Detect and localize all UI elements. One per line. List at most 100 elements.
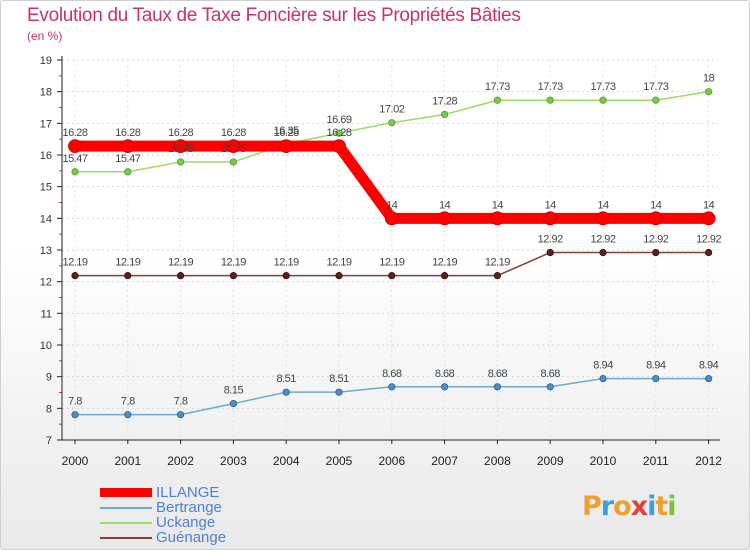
data-point-guénange-2009 (546, 248, 554, 257)
data-label-uckange-2004: 16.35 (274, 125, 299, 137)
data-point-guénange-2011 (652, 248, 660, 257)
data-point-uckange-2006 (388, 119, 396, 127)
data-point-uckange-2012 (704, 88, 713, 96)
y-tick-label-15: 15 (40, 182, 52, 194)
data-label-uckange-2008: 17.73 (485, 81, 510, 93)
data-point-guénange-2003 (229, 272, 237, 280)
data-label-illange-2005: 16.28 (326, 127, 351, 139)
data-label-bertrange-2002: 7.8 (174, 396, 188, 408)
y-tick-label-13: 13 (40, 245, 52, 257)
data-point-illange-2009 (543, 211, 558, 226)
x-tick-label-2001: 2001 (114, 454, 141, 468)
data-point-illange-2003 (226, 139, 241, 154)
data-label-illange-2002: 16.28 (168, 127, 193, 139)
data-point-guénange-2005 (335, 272, 343, 280)
x-tick-label-2009: 2009 (537, 454, 564, 468)
data-label-bertrange-2001: 7.8 (121, 396, 135, 408)
data-label-bertrange-2005: 8.51 (329, 373, 349, 385)
data-point-bertrange-2006 (388, 383, 396, 391)
legend-item-illange: ILLANGE (100, 484, 300, 501)
data-label-bertrange-2000: 7.8 (68, 396, 82, 408)
data-point-guénange-2007 (440, 272, 449, 280)
data-point-bertrange-2001 (124, 411, 132, 419)
data-point-bertrange-2009 (546, 383, 554, 391)
data-label-bertrange-2003: 8.15 (224, 385, 244, 397)
legend-item-bertrange: Bertrange (100, 499, 300, 516)
data-label-illange-2001: 16.28 (115, 127, 140, 139)
data-label-uckange-2000: 15.47 (62, 153, 87, 165)
data-point-illange-2007 (437, 211, 452, 226)
y-tick-label-14: 14 (40, 213, 52, 225)
data-point-bertrange-2012 (704, 374, 713, 383)
data-point-uckange-2009 (546, 96, 554, 104)
legend: ILLANGE Bertrange Uckange Guénange (100, 484, 300, 546)
data-point-bertrange-2007 (440, 383, 449, 391)
data-point-bertrange-2003 (229, 399, 237, 408)
data-point-uckange-2002 (177, 158, 185, 166)
data-label-uckange-2010: 17.73 (590, 81, 615, 93)
legend-item-guenange: Guénange (100, 529, 300, 546)
data-label-guénange-2009: 12.92 (538, 234, 563, 246)
data-point-uckange-2005 (335, 129, 343, 137)
y-tick-label-9: 9 (46, 372, 52, 384)
logo-letter: t (655, 491, 668, 522)
data-label-bertrange-2007: 8.68 (435, 368, 455, 380)
data-label-guénange-2012: 12.92 (696, 234, 721, 246)
data-point-illange-2011 (648, 211, 663, 226)
data-label-illange-2006: 14 (386, 199, 398, 211)
data-label-guénange-2008: 12.19 (485, 257, 510, 269)
logo-letter: i (667, 491, 676, 522)
data-label-uckange-2007: 17.28 (432, 95, 457, 107)
data-label-bertrange-2009: 8.68 (540, 368, 560, 380)
data-point-illange-2001 (120, 139, 135, 154)
data-label-guénange-2003: 12.19 (221, 257, 246, 269)
data-label-guénange-2010: 12.92 (590, 234, 615, 246)
data-label-uckange-2011: 17.73 (643, 81, 668, 93)
y-tick-label-8: 8 (46, 403, 52, 415)
data-point-guénange-2012 (704, 248, 713, 257)
legend-label-uckange: Uckange (156, 514, 216, 531)
x-tick-label-2007: 2007 (431, 454, 458, 468)
data-label-bertrange-2010: 8.94 (593, 360, 613, 372)
data-label-uckange-2001: 15.47 (115, 153, 140, 165)
x-tick-label-2002: 2002 (167, 454, 194, 468)
data-point-guénange-2004 (282, 272, 290, 280)
data-label-bertrange-2006: 8.68 (382, 368, 402, 380)
y-unit-label: (en %) (27, 29, 63, 43)
data-point-illange-2012 (701, 211, 716, 226)
y-tick-label-10: 10 (40, 340, 52, 352)
proxiti-logo: Proxiti (582, 491, 677, 522)
x-tick-label-2006: 2006 (378, 454, 405, 468)
data-point-guénange-2010 (599, 248, 607, 257)
data-label-guénange-2004: 12.19 (274, 257, 299, 269)
data-point-bertrange-2011 (652, 374, 660, 383)
legend-item-uckange: Uckange (100, 514, 300, 531)
data-point-illange-2010 (596, 211, 610, 226)
y-tick-label-16: 16 (40, 150, 52, 162)
data-point-guénange-2000 (71, 272, 79, 280)
data-label-illange-2008: 14 (492, 199, 504, 211)
data-label-illange-2000: 16.28 (62, 127, 87, 139)
data-label-illange-2007: 14 (439, 199, 451, 211)
data-point-bertrange-2002 (177, 411, 185, 419)
data-label-bertrange-2004: 8.51 (276, 373, 296, 385)
logo-letter: i (647, 491, 656, 522)
data-point-bertrange-2000 (71, 411, 79, 419)
x-tick-label-2003: 2003 (220, 454, 247, 468)
data-point-uckange-2008 (493, 96, 501, 104)
logo-letter: r (600, 491, 614, 522)
data-point-illange-2005 (332, 139, 346, 154)
data-point-illange-2004 (279, 139, 294, 154)
legend-swatch-uckange (100, 522, 152, 524)
y-tick-label-11: 11 (41, 308, 52, 320)
logo-letter: P (582, 491, 602, 522)
data-point-illange-2002 (173, 139, 188, 154)
data-label-uckange-2002: 15.78 (168, 143, 193, 155)
y-tick-label-19: 19 (40, 55, 52, 67)
data-label-bertrange-2011: 8.94 (646, 360, 666, 372)
y-tick-label-18: 18 (40, 87, 52, 99)
data-label-guénange-2006: 12.19 (379, 257, 404, 269)
y-tick-label-12: 12 (40, 277, 52, 289)
data-label-uckange-2009: 17.73 (538, 81, 563, 93)
data-label-uckange-2005: 16.69 (326, 114, 351, 126)
